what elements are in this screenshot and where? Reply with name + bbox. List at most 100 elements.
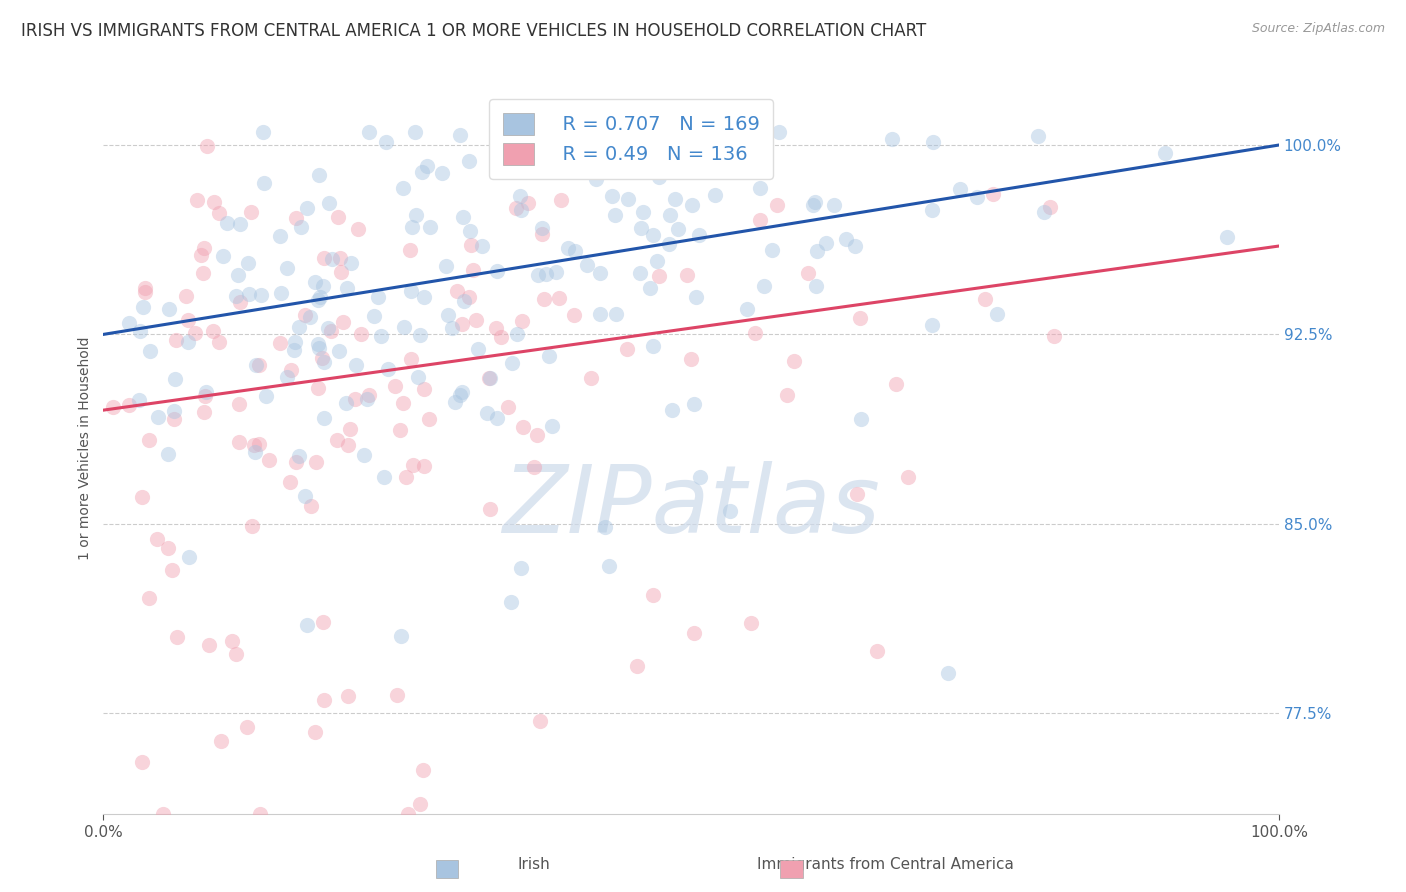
Point bbox=[562, 308, 585, 322]
Point bbox=[835, 232, 858, 246]
Point bbox=[460, 238, 482, 252]
Point bbox=[648, 169, 671, 184]
Point bbox=[257, 452, 280, 467]
Point bbox=[221, 633, 243, 648]
Point bbox=[226, 268, 249, 283]
Point bbox=[598, 125, 620, 139]
Point bbox=[631, 205, 654, 219]
Point bbox=[897, 470, 920, 484]
Text: Immigrants from Central America: Immigrants from Central America bbox=[758, 857, 1014, 872]
Point bbox=[450, 317, 472, 331]
Point bbox=[190, 248, 212, 262]
Point bbox=[396, 807, 419, 822]
Text: IRISH VS IMMIGRANTS FROM CENTRAL AMERICA 1 OR MORE VEHICLES IN HOUSEHOLD CORRELA: IRISH VS IMMIGRANTS FROM CENTRAL AMERICA… bbox=[21, 22, 927, 40]
Point bbox=[269, 335, 291, 350]
Point bbox=[416, 159, 439, 173]
Point bbox=[229, 294, 252, 309]
Point bbox=[179, 549, 201, 564]
Point bbox=[749, 213, 772, 227]
Point bbox=[648, 269, 671, 284]
Point bbox=[921, 203, 943, 218]
Point bbox=[299, 499, 322, 513]
Point bbox=[936, 665, 959, 680]
Point bbox=[641, 339, 664, 353]
Point bbox=[353, 448, 375, 462]
Point bbox=[247, 359, 270, 373]
Point bbox=[202, 195, 225, 210]
Point bbox=[308, 168, 330, 182]
Point bbox=[208, 335, 231, 350]
Point bbox=[510, 202, 533, 217]
Point bbox=[389, 629, 412, 643]
Point bbox=[138, 433, 160, 447]
Point bbox=[804, 194, 827, 209]
Point bbox=[866, 643, 889, 657]
Point bbox=[163, 403, 186, 417]
Point bbox=[184, 326, 207, 340]
Y-axis label: 1 or more Vehicles in Household: 1 or more Vehicles in Household bbox=[79, 336, 93, 560]
Point bbox=[146, 532, 169, 546]
Point bbox=[399, 351, 422, 366]
Point bbox=[163, 412, 186, 426]
Point bbox=[616, 342, 638, 356]
Point bbox=[628, 266, 651, 280]
Point bbox=[276, 369, 298, 384]
Point bbox=[768, 125, 790, 139]
Point bbox=[441, 321, 464, 335]
Point bbox=[496, 400, 519, 414]
Point bbox=[269, 229, 291, 244]
Point bbox=[314, 251, 336, 265]
Point bbox=[280, 363, 302, 377]
Point bbox=[485, 411, 508, 425]
Point bbox=[823, 197, 845, 211]
Point bbox=[284, 211, 307, 225]
Point bbox=[118, 398, 141, 412]
Point bbox=[134, 281, 156, 295]
Point bbox=[434, 259, 457, 273]
Point bbox=[541, 419, 564, 434]
Point bbox=[392, 181, 415, 195]
Point bbox=[676, 268, 699, 283]
Point bbox=[312, 411, 335, 425]
Point bbox=[401, 220, 423, 235]
Point bbox=[318, 196, 340, 211]
Point bbox=[547, 291, 569, 305]
Point bbox=[321, 252, 343, 266]
Point bbox=[720, 504, 742, 518]
Point bbox=[849, 412, 872, 426]
Point bbox=[499, 594, 522, 608]
Point bbox=[132, 301, 155, 315]
Point bbox=[240, 518, 263, 533]
Point bbox=[638, 281, 661, 295]
Point bbox=[328, 210, 350, 224]
Point bbox=[477, 406, 499, 420]
Point bbox=[350, 326, 373, 341]
Legend:   R = 0.707   N = 169,   R = 0.49   N = 136: R = 0.707 N = 169, R = 0.49 N = 136 bbox=[489, 99, 773, 179]
Point bbox=[451, 384, 474, 399]
Point bbox=[921, 318, 943, 332]
Point bbox=[391, 396, 413, 410]
Point bbox=[202, 324, 225, 338]
Point bbox=[319, 324, 342, 338]
Point bbox=[329, 252, 352, 266]
Point bbox=[209, 734, 232, 748]
Point bbox=[363, 309, 385, 323]
Point bbox=[332, 315, 354, 329]
Point bbox=[1026, 129, 1049, 144]
Point bbox=[688, 228, 710, 243]
Point bbox=[194, 389, 217, 403]
Point bbox=[626, 658, 648, 673]
Point bbox=[412, 763, 434, 777]
Point bbox=[544, 265, 567, 279]
Point bbox=[449, 128, 471, 143]
Point bbox=[406, 370, 429, 384]
Point bbox=[681, 352, 703, 367]
Point bbox=[658, 236, 681, 251]
Point bbox=[160, 563, 183, 577]
Point bbox=[643, 227, 665, 242]
Point bbox=[245, 358, 267, 372]
Point bbox=[605, 307, 627, 321]
Point bbox=[131, 490, 153, 504]
Point bbox=[845, 486, 868, 500]
Point bbox=[128, 392, 150, 407]
